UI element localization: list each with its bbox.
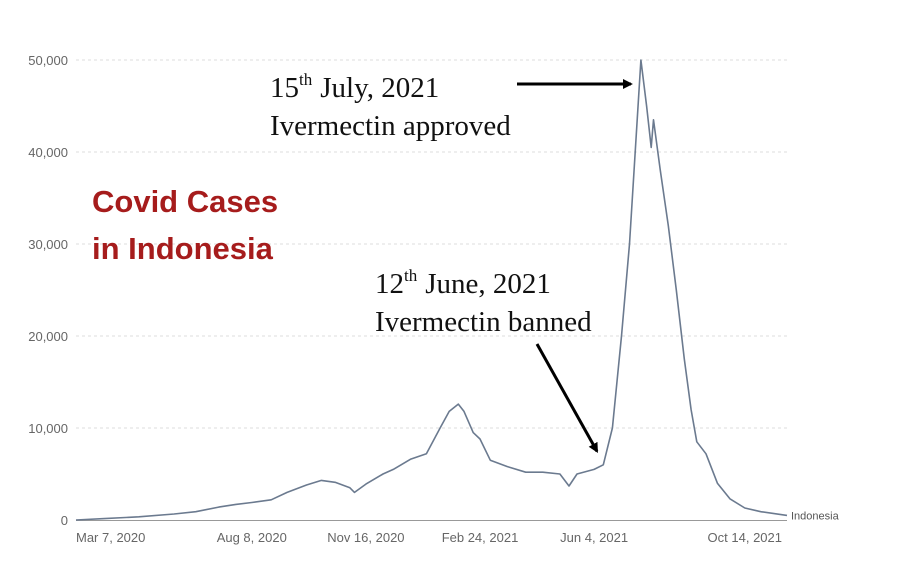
annotation-banned-text: Ivermectin banned: [375, 306, 592, 338]
y-tick-label-0: 0: [61, 513, 68, 528]
x-tick-label-4: Jun 4, 2021: [560, 530, 628, 545]
chart-title-line-1: Covid Cases: [92, 184, 278, 219]
y-tick-label-5: 50,000: [28, 53, 68, 68]
annotation-approved-date: 15th July, 2021: [270, 70, 439, 104]
x-tick-label-0: Mar 7, 2020: [76, 530, 145, 545]
annotation-banned-arrow: [535, 343, 599, 454]
chart-title-line-2: in Indonesia: [92, 231, 274, 266]
annotation-banned-date: 12th June, 2021: [375, 266, 551, 300]
gridlines: [76, 59, 787, 429]
annotation-approved-month-year: July, 2021: [320, 72, 439, 104]
x-tick-label-5: Oct 14, 2021: [708, 530, 782, 545]
annotation-approved-ordinal: th: [299, 70, 313, 89]
series-line-indonesia: [75, 59, 788, 521]
x-tick-label-3: Feb 24, 2021: [442, 530, 519, 545]
y-tick-label-1: 10,000: [28, 421, 68, 436]
annotation-banned-month-year: June, 2021: [425, 268, 551, 300]
y-axis-ticks: 0 10,000 20,000 30,000 40,000 50,000: [28, 53, 68, 528]
annotation-banned-day: 12: [375, 268, 404, 300]
x-axis-ticks: Mar 7, 2020 Aug 8, 2020 Nov 16, 2020 Feb 24…: [76, 530, 782, 545]
x-tick-label-2: Nov 16, 2020: [327, 530, 404, 545]
chart-title: Covid Cases in Indonesia: [92, 184, 278, 266]
y-tick-label-2: 20,000: [28, 329, 68, 344]
x-tick-label-1: Aug 8, 2020: [217, 530, 287, 545]
y-tick-label-4: 40,000: [28, 145, 68, 160]
annotation-approved-text: Ivermectin approved: [270, 110, 511, 142]
annotation-banned: 12th June, 2021 Ivermectin banned: [375, 266, 599, 454]
annotation-approved: 15th July, 2021 Ivermectin approved: [270, 70, 633, 142]
y-tick-label-3: 30,000: [28, 237, 68, 252]
series-label-indonesia: Indonesia: [791, 510, 840, 522]
annotation-banned-ordinal: th: [404, 266, 418, 285]
annotation-approved-day: 15: [270, 72, 299, 104]
